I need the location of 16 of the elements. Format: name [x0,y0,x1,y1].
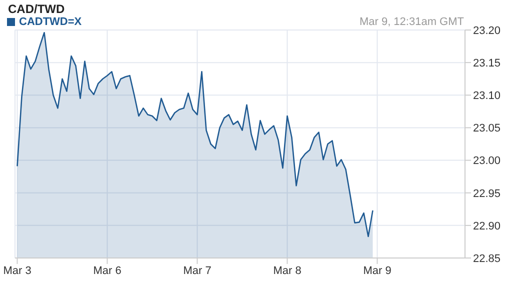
chart-title: CAD/TWD [8,2,65,16]
y-tick-label: 23.10 [473,90,501,102]
legend-label: CADTWD=X [19,16,82,28]
x-tick-label: Mar 9 [363,264,392,277]
y-tick-label: 22.95 [473,188,501,200]
chart-subtitle: Mar 9, 12:31am GMT [359,16,464,28]
y-tick-label: 23.20 [473,24,501,37]
y-tick-label: 23.00 [473,155,501,168]
x-tick-label: Mar 8 [273,264,302,277]
y-tick-label: 23.05 [473,122,501,135]
y-tick-label: 22.90 [473,220,501,232]
y-tick-label: 23.15 [473,57,501,70]
x-tick-label: Mar 3 [3,264,32,277]
x-tick-label: Mar 6 [93,264,122,277]
x-tick-label: Mar 7 [183,264,212,277]
y-tick-label: 22.85 [473,252,501,265]
